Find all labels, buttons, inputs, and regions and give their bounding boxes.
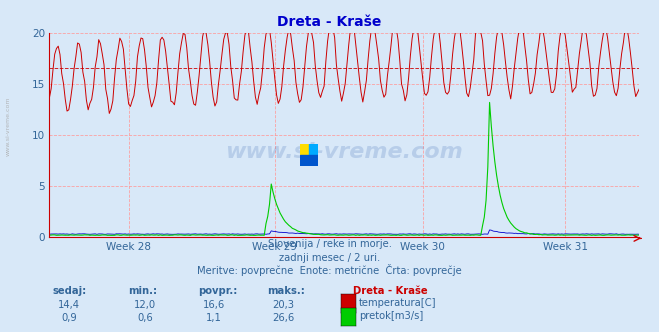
Polygon shape [300,155,318,166]
Text: Slovenija / reke in morje.: Slovenija / reke in morje. [268,239,391,249]
Text: Dreta - Kraše: Dreta - Kraše [353,286,427,296]
Text: povpr.:: povpr.: [198,286,237,296]
Text: 14,4: 14,4 [58,300,80,310]
Text: 20,3: 20,3 [272,300,295,310]
Text: 16,6: 16,6 [203,300,225,310]
Text: 0,9: 0,9 [61,313,77,323]
Text: 26,6: 26,6 [272,313,295,323]
Text: www.si-vreme.com: www.si-vreme.com [5,96,11,156]
Bar [300,144,309,155]
Text: zadnji mesec / 2 uri.: zadnji mesec / 2 uri. [279,253,380,263]
Text: 0,6: 0,6 [137,313,153,323]
Text: 12,0: 12,0 [134,300,156,310]
Text: maks.:: maks.: [267,286,304,296]
Text: pretok[m3/s]: pretok[m3/s] [359,311,423,321]
Text: Dreta - Kraše: Dreta - Kraše [277,15,382,29]
Text: sedaj:: sedaj: [53,286,87,296]
Text: min.:: min.: [129,286,158,296]
Text: www.si-vreme.com: www.si-vreme.com [225,142,463,162]
Text: temperatura[C]: temperatura[C] [359,298,437,308]
Text: Meritve: povprečne  Enote: metrične  Črta: povprečje: Meritve: povprečne Enote: metrične Črta:… [197,264,462,276]
Bar [309,144,318,155]
Text: 1,1: 1,1 [206,313,222,323]
